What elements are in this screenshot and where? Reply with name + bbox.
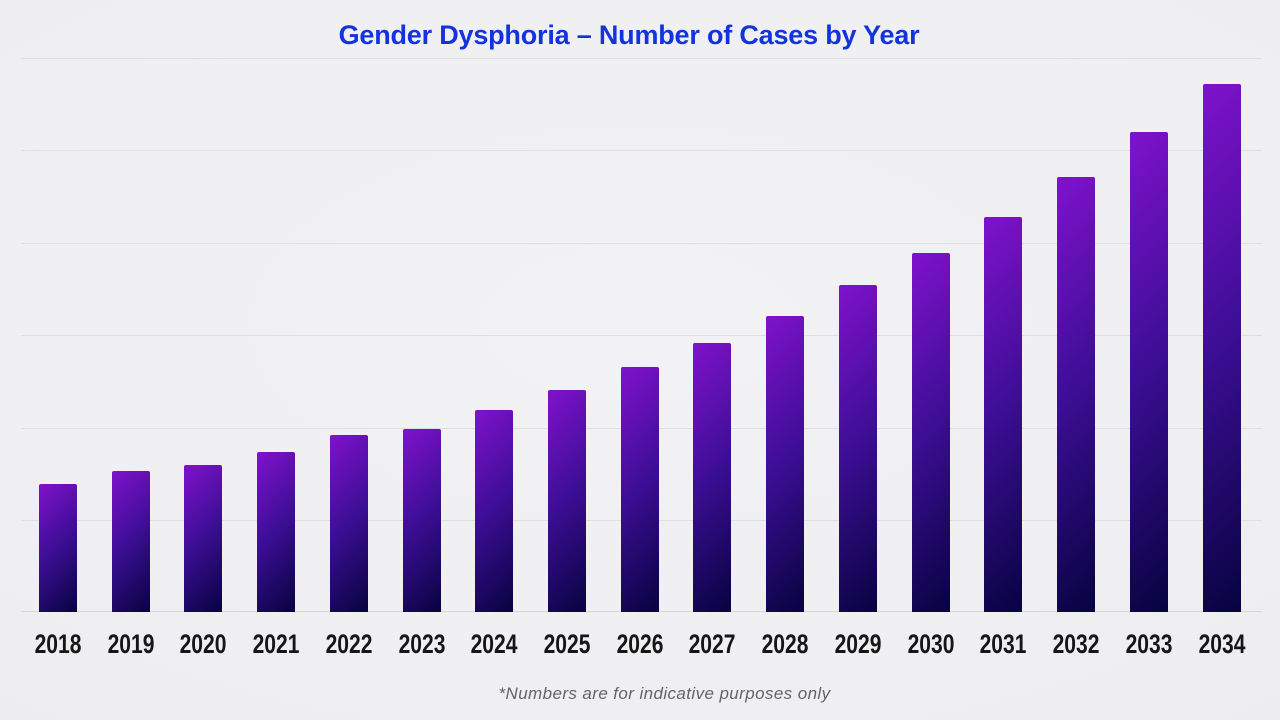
x-tick-label-2032: 2032	[1052, 629, 1100, 659]
x-tick-label-2024: 2024	[470, 629, 518, 659]
gridline	[21, 58, 1262, 59]
x-axis-labels: 2018 2019 2020 2021 2022 2023 2024 2025 2026 2027…	[0, 629, 1280, 659]
bar-2028	[766, 316, 805, 612]
x-tick-label-2020: 2020	[179, 629, 227, 659]
x-tick-label-2033: 2033	[1125, 629, 1173, 659]
bar-2034	[1202, 84, 1241, 612]
gridline	[21, 335, 1262, 337]
x-tick-label-2028: 2028	[761, 629, 809, 659]
x-tick-label-2019: 2019	[107, 629, 155, 659]
bar-2021	[257, 452, 296, 612]
x-tick-label-2023: 2023	[398, 629, 445, 659]
x-tick-label-2026: 2026	[616, 629, 664, 659]
bar-2033	[1129, 132, 1168, 612]
bar-2022	[329, 435, 368, 612]
bar-2025	[548, 390, 586, 612]
x-tick-label-2021: 2021	[252, 629, 300, 659]
bar-2032	[1057, 177, 1096, 612]
chart-title: Gender Dysphoria – Number of Cases by Ye…	[338, 20, 920, 50]
bar-2027	[693, 343, 732, 612]
bar-2024	[475, 410, 514, 612]
gridline	[21, 150, 1262, 152]
x-tick-label-2034: 2034	[1198, 629, 1246, 659]
chart-footnote: *Numbers are for indicative purposes onl…	[498, 684, 831, 703]
bar-2019	[111, 471, 150, 612]
bar-2026	[620, 367, 659, 612]
bar-2030	[911, 253, 950, 612]
x-tick-label-2030: 2030	[907, 629, 955, 659]
bar-2023	[402, 429, 441, 612]
bar-2029	[838, 285, 877, 612]
x-tick-label-2018: 2018	[34, 629, 82, 659]
bar-2031	[984, 217, 1023, 612]
bar-2018	[38, 484, 77, 612]
plot-area	[21, 58, 1262, 612]
x-tick-label-2025: 2025	[543, 629, 591, 659]
x-tick-label-2027: 2027	[689, 629, 736, 659]
bar-2020	[184, 465, 223, 612]
x-tick-label-2022: 2022	[325, 629, 373, 659]
gridline	[21, 242, 1262, 244]
x-tick-label-2029: 2029	[834, 629, 882, 659]
x-tick-label-2031: 2031	[979, 629, 1027, 659]
